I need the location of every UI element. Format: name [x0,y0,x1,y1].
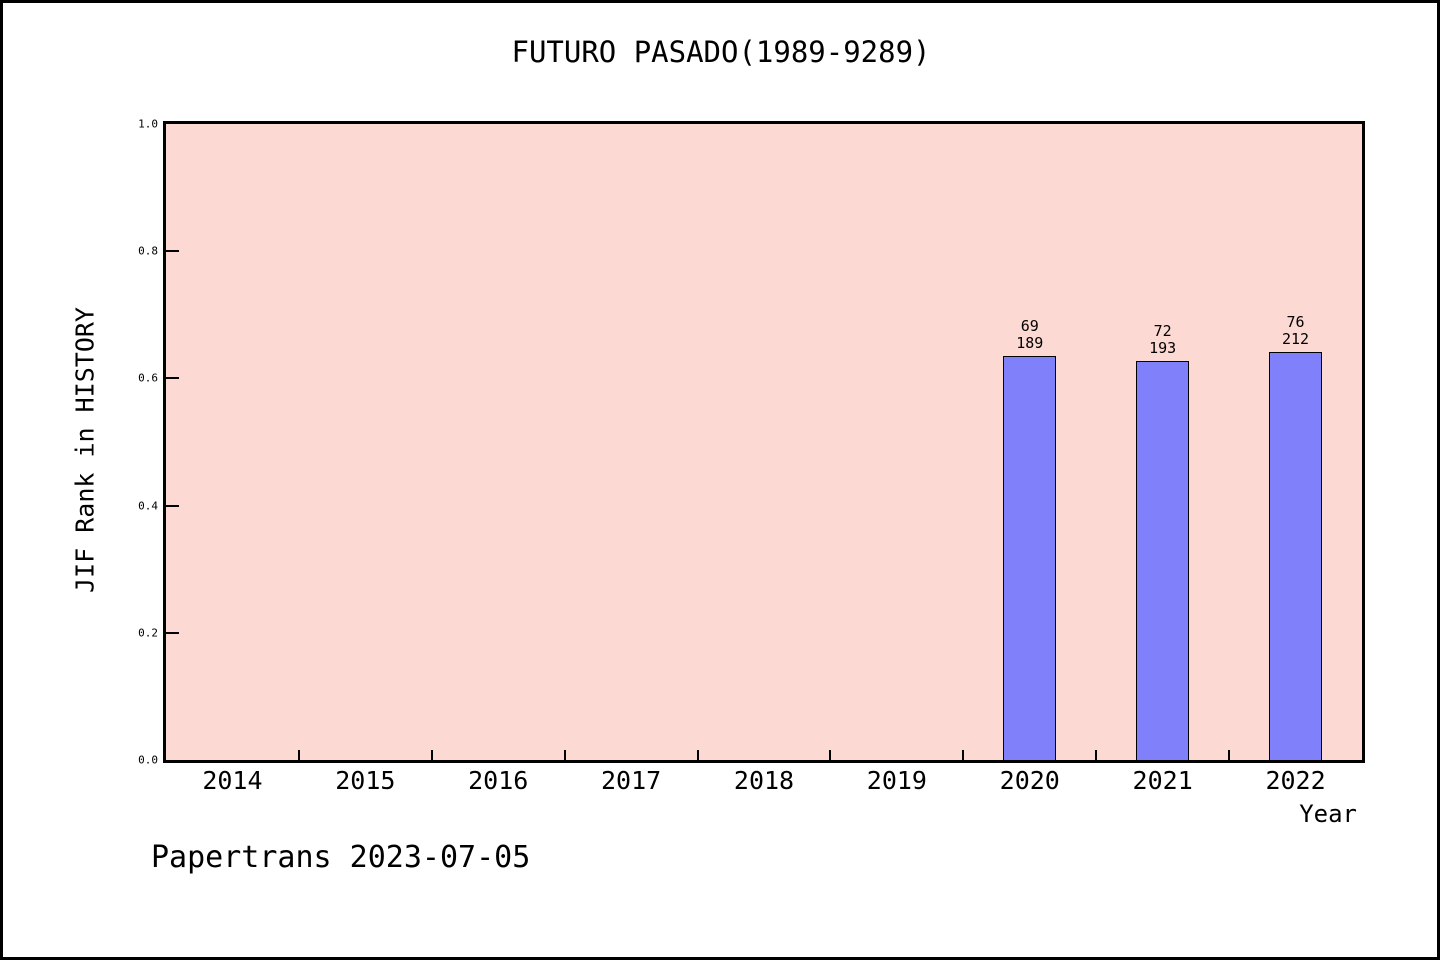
x-tick-label: 2016 [468,766,529,795]
x-tick [696,750,699,760]
bar-value-label: 76 212 [1282,313,1310,348]
y-tick-label: 0.4 [138,499,158,513]
x-tick [962,750,965,760]
chart-title: FUTURO PASADO(1989-9289) [511,35,931,69]
x-tick-label: 2017 [601,766,662,795]
bar [1136,361,1189,760]
y-tick-label: 1.0 [138,117,158,131]
y-axis-label: JIF Rank in HISTORY [70,307,100,593]
plot-inner: 69 189 72 193 76 212 [166,124,1362,760]
x-tick [563,750,566,760]
y-tick-label: 0.6 [138,371,158,385]
bar-value-label: 69 189 [1016,317,1044,352]
y-tick-label: 0.0 [138,753,158,767]
bar [1003,356,1056,760]
x-tick-label: 2020 [999,766,1060,795]
y-tick [166,504,179,507]
x-tick [297,750,300,760]
x-tick-label: 2021 [1132,766,1193,795]
y-tick [166,377,179,380]
x-axis-label: Year [1299,800,1357,828]
y-tick [166,631,179,634]
x-tick [829,750,832,760]
y-tick [166,250,179,253]
y-tick-label: 0.2 [138,626,158,640]
x-tick-label: 2018 [733,766,795,795]
x-tick [1228,750,1231,760]
x-tick-label: 2015 [335,766,396,795]
x-tick [1095,750,1098,760]
x-tick-label: 2014 [202,766,263,795]
plot-area: 69 189 72 193 76 212 [163,121,1365,763]
x-tick-label: 2019 [866,766,927,795]
bar-value-label: 72 193 [1149,322,1177,357]
footer-text: Papertrans 2023-07-05 [151,840,531,875]
x-tick-label: 2022 [1265,766,1326,795]
x-tick [430,750,433,760]
y-tick-label: 0.8 [138,244,158,258]
bar [1269,352,1322,760]
